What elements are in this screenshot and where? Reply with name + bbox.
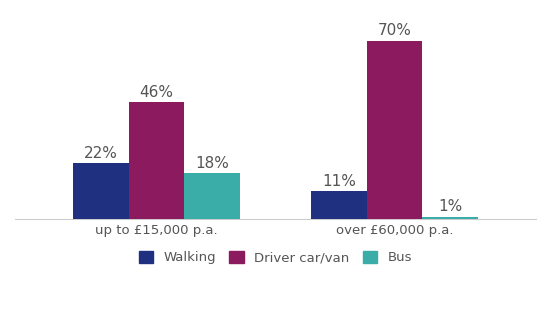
- Legend: Walking, Driver car/van, Bus: Walking, Driver car/van, Bus: [133, 246, 418, 270]
- Text: 1%: 1%: [438, 199, 462, 214]
- Text: 22%: 22%: [84, 146, 118, 161]
- Text: 70%: 70%: [377, 24, 412, 39]
- Text: 11%: 11%: [322, 174, 356, 189]
- Bar: [129, 102, 184, 219]
- Bar: [367, 41, 422, 219]
- Bar: [184, 173, 240, 219]
- Text: 46%: 46%: [139, 85, 174, 100]
- Bar: [73, 163, 129, 219]
- Bar: [422, 217, 478, 219]
- Text: 18%: 18%: [195, 156, 229, 171]
- Bar: [311, 191, 367, 219]
